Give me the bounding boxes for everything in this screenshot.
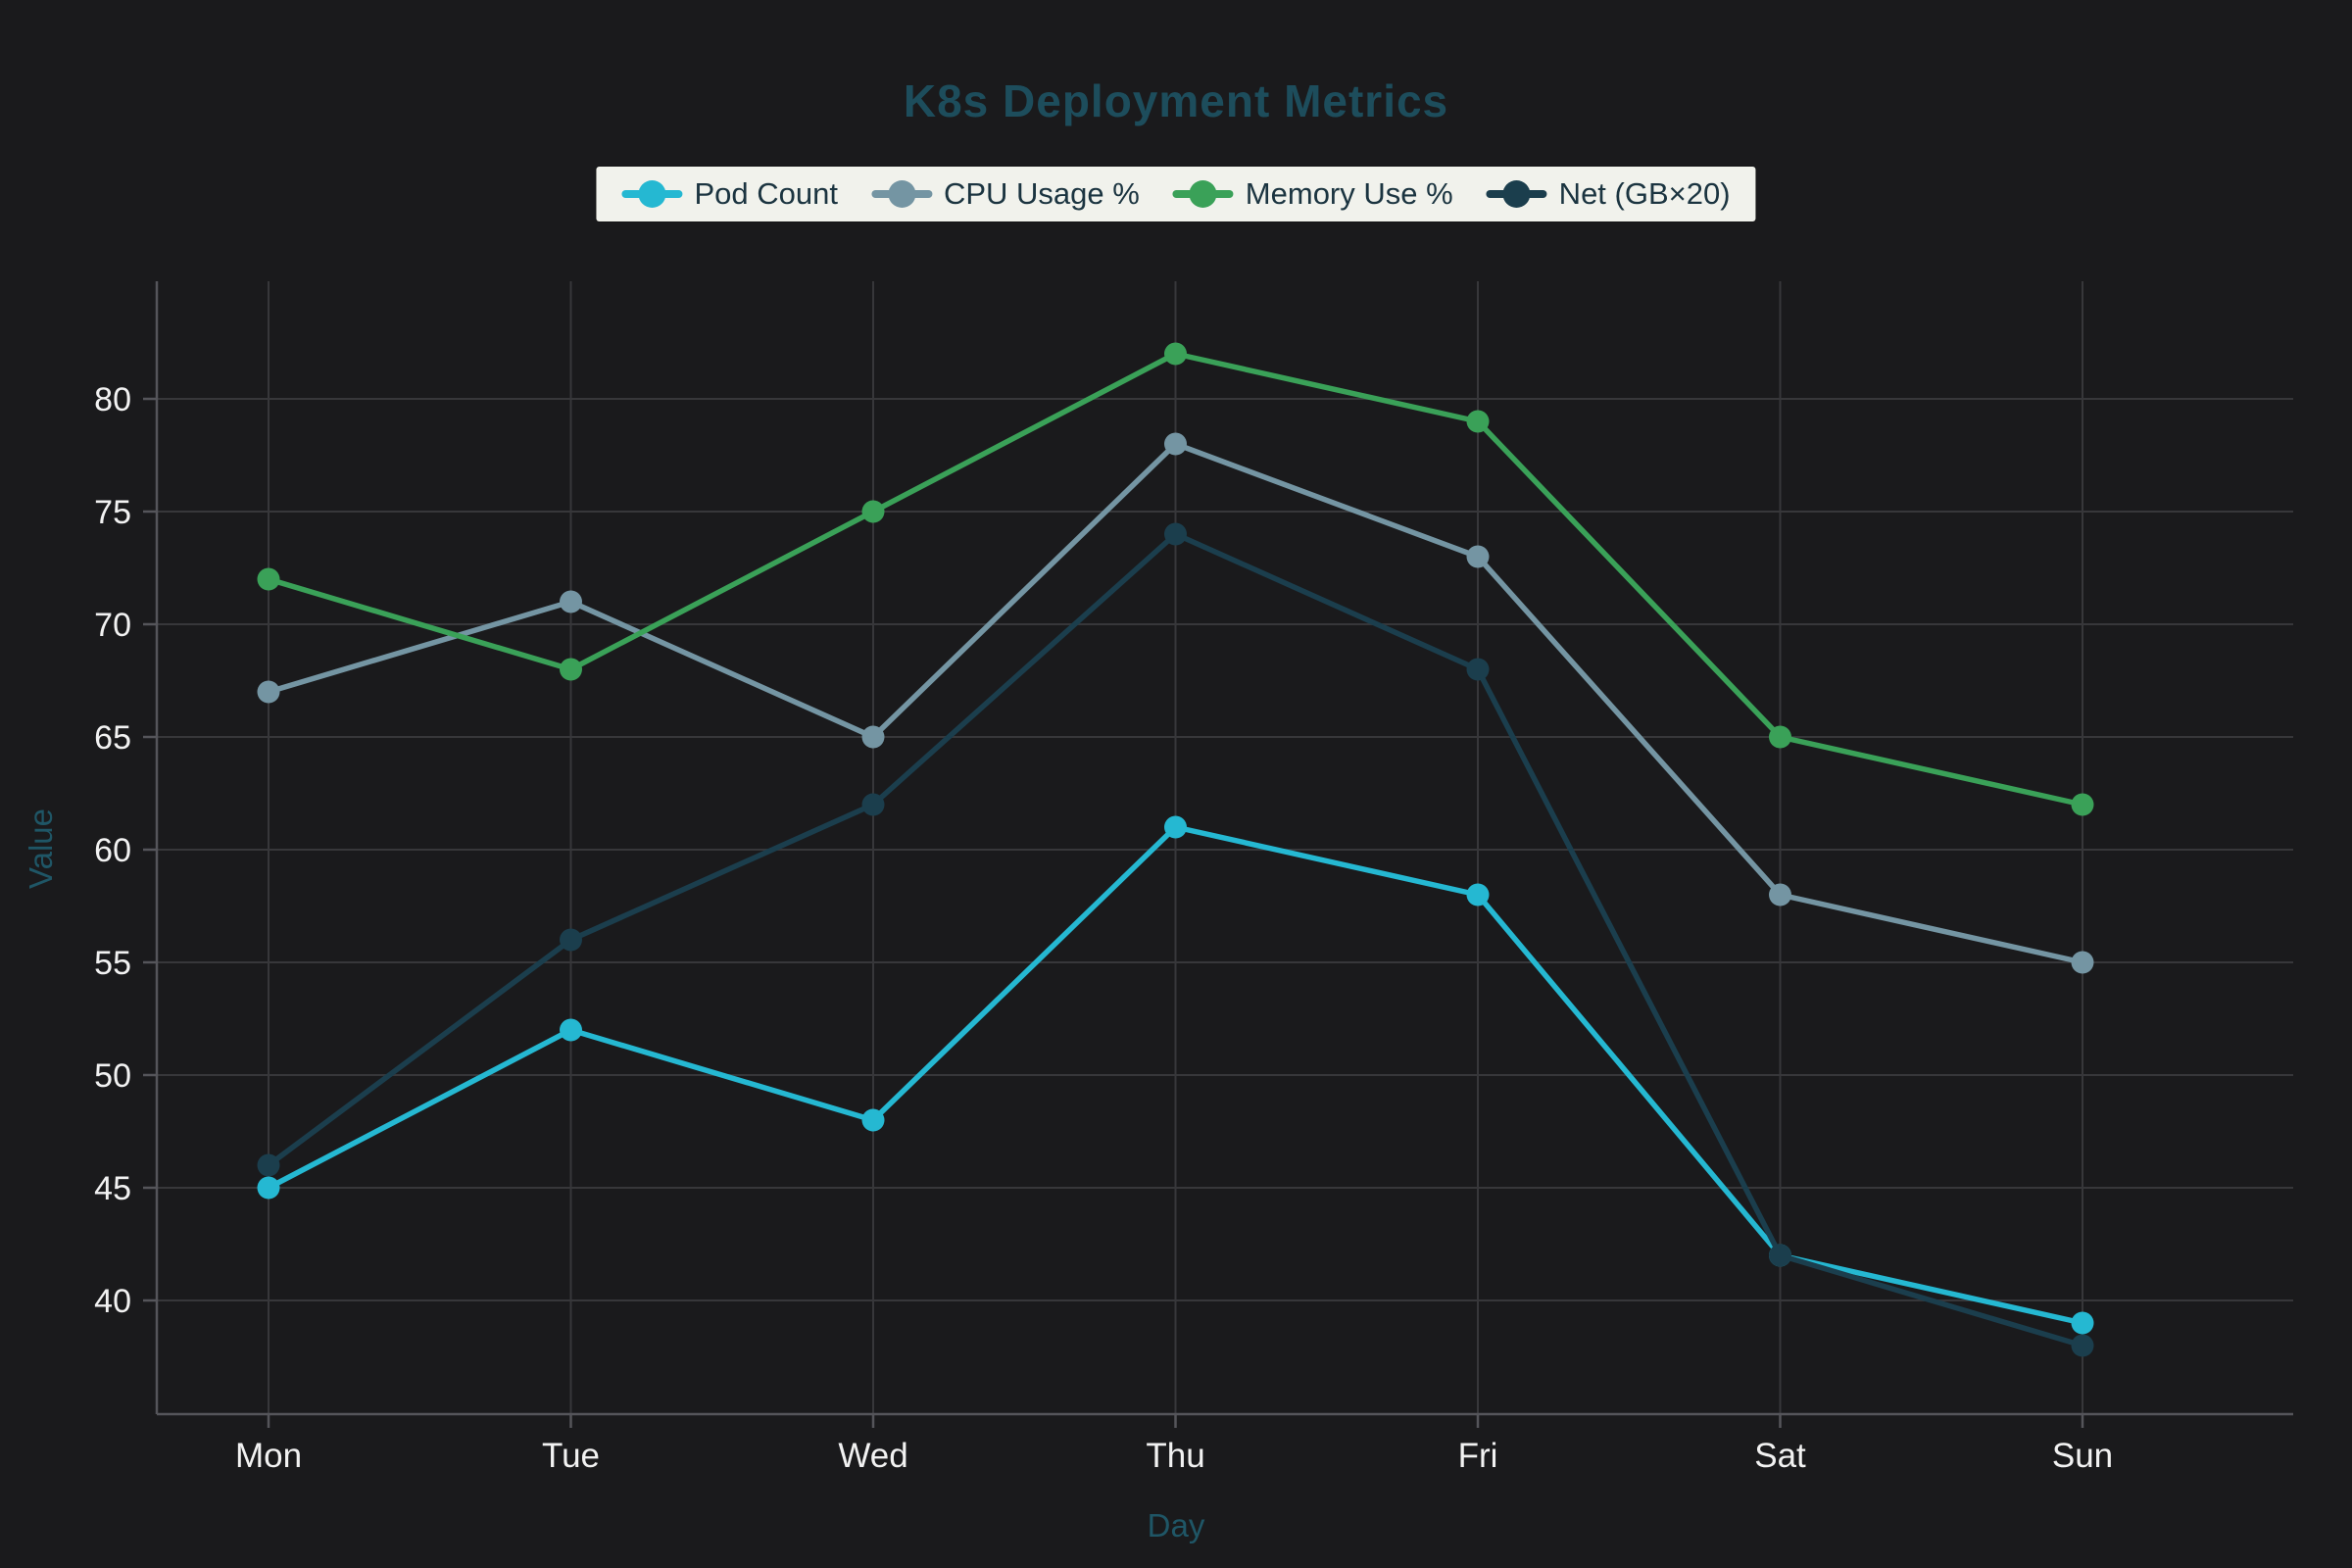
data-point [1164, 342, 1187, 366]
data-point [257, 1153, 280, 1177]
data-point [1466, 658, 1490, 681]
y-tick-label: 55 [94, 945, 131, 982]
x-tick-label: Wed [838, 1437, 907, 1475]
y-tick-label: 80 [94, 381, 131, 418]
x-tick-label: Sat [1754, 1437, 1806, 1475]
data-point [257, 1176, 280, 1200]
y-tick-label: 60 [94, 832, 131, 869]
data-point [1164, 815, 1187, 839]
x-axis-title: Day [1147, 1507, 1205, 1544]
data-point [1466, 545, 1490, 568]
data-point [560, 590, 582, 613]
data-point [861, 500, 885, 523]
data-point [1164, 522, 1187, 546]
legend-item-pod-count: Pod Count [621, 176, 838, 212]
x-tick-label: Tue [542, 1437, 600, 1475]
legend-item-net: Net (GB×20) [1486, 176, 1731, 212]
data-point [2071, 951, 2094, 974]
data-point [560, 928, 582, 952]
legend-marker-icon [1486, 180, 1547, 208]
data-point [1466, 883, 1490, 906]
legend-item-cpu-usage: CPU Usage % [870, 176, 1140, 212]
y-tick-label: 45 [94, 1170, 131, 1207]
x-tick-label: Fri [1458, 1437, 1498, 1475]
data-point [1164, 432, 1187, 456]
y-axis-title: Value [23, 808, 59, 889]
data-point [2071, 1334, 2094, 1357]
y-tick-label: 50 [94, 1057, 131, 1095]
data-point [1769, 725, 1791, 749]
data-point [2071, 793, 2094, 816]
legend-label: Memory Use % [1245, 176, 1453, 211]
legend-item-memory-use: Memory Use % [1172, 176, 1453, 212]
data-point [2071, 1311, 2094, 1335]
legend: Pod Count CPU Usage % Memory Use % Net (… [596, 167, 1756, 221]
data-point [560, 1018, 582, 1042]
legend-label: CPU Usage % [943, 176, 1140, 211]
chart-title: K8s Deployment Metrics [903, 75, 1449, 126]
x-tick-label: Mon [235, 1437, 302, 1475]
y-tick-label: 40 [94, 1283, 131, 1320]
data-point [1769, 883, 1791, 906]
data-point [560, 658, 582, 681]
legend-label: Pod Count [694, 176, 838, 211]
legend-marker-icon [621, 180, 683, 208]
legend-label: Net (GB×20) [1558, 176, 1731, 211]
x-tick-label: Thu [1146, 1437, 1204, 1475]
y-tick-label: 65 [94, 719, 131, 757]
x-tick-label: Sun [2052, 1437, 2113, 1475]
data-point [1769, 1244, 1791, 1267]
data-point [861, 1108, 885, 1132]
y-tick-label: 75 [94, 494, 131, 531]
data-point [257, 680, 280, 704]
data-point [861, 725, 885, 749]
data-point [861, 793, 885, 816]
data-point [257, 567, 280, 591]
legend-marker-icon [1172, 180, 1234, 208]
legend-marker-icon [870, 180, 932, 208]
data-point [1466, 410, 1490, 433]
y-tick-label: 70 [94, 607, 131, 644]
